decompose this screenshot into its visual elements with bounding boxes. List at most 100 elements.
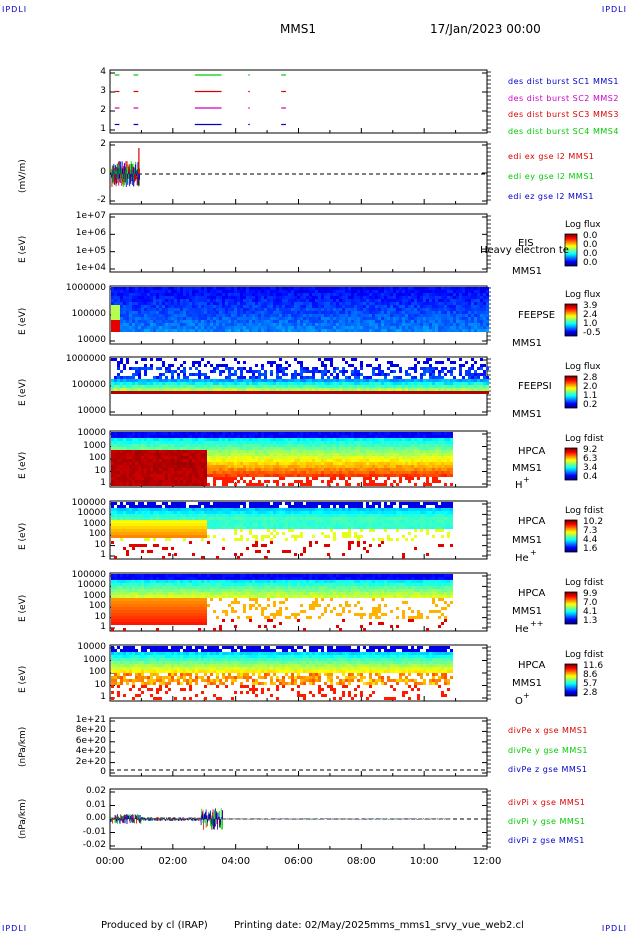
- pixel: [351, 287, 354, 290]
- pixel: [432, 314, 435, 317]
- pixel: [363, 432, 366, 435]
- pixel: [240, 376, 243, 379]
- pixel: [417, 379, 420, 382]
- pixel: [189, 317, 192, 320]
- pixel: [132, 376, 135, 379]
- pixel: [156, 290, 159, 293]
- pixel: [237, 480, 240, 483]
- pixel: [111, 432, 114, 435]
- pixel: [372, 370, 375, 373]
- pixel: [327, 435, 330, 438]
- pixel: [471, 376, 474, 379]
- pixel: [123, 432, 126, 435]
- pixel: [231, 453, 234, 456]
- pixel: [444, 329, 447, 332]
- pixel: [276, 311, 279, 314]
- pixel: [447, 391, 450, 394]
- pixel: [372, 323, 375, 326]
- pixel: [213, 293, 216, 296]
- pixel: [162, 391, 165, 394]
- pixel: [342, 456, 345, 459]
- pixel: [354, 465, 357, 468]
- pixel: [285, 432, 288, 435]
- pixel: [201, 379, 204, 382]
- pixel: [225, 376, 228, 379]
- pixel: [372, 308, 375, 311]
- pixel: [222, 302, 225, 305]
- pixel: [390, 361, 393, 364]
- pixel: [258, 471, 261, 474]
- pixel: [276, 468, 279, 471]
- pixel: [447, 320, 450, 323]
- pixel: [207, 453, 210, 456]
- pixel: [471, 379, 474, 382]
- pixel: [267, 438, 270, 441]
- pixel: [183, 305, 186, 308]
- pixel: [225, 441, 228, 444]
- pixel: [345, 382, 348, 385]
- pixel: [201, 483, 204, 486]
- pixel: [357, 373, 360, 376]
- pixel: [273, 444, 276, 447]
- pixel: [366, 432, 369, 435]
- pixel: [174, 468, 177, 471]
- pixel: [243, 314, 246, 317]
- pixel: [480, 317, 483, 320]
- pixel: [156, 382, 159, 385]
- pixel: [435, 388, 438, 391]
- pixel: [378, 483, 381, 486]
- pixel: [384, 326, 387, 329]
- pixel: [165, 370, 168, 373]
- pixel: [177, 287, 180, 290]
- pixel: [429, 326, 432, 329]
- pixel: [216, 320, 219, 323]
- pixel: [324, 287, 327, 290]
- pixel: [195, 474, 198, 477]
- pixel: [249, 311, 252, 314]
- pixel: [225, 480, 228, 483]
- pixel: [477, 382, 480, 385]
- pixel: [153, 468, 156, 471]
- pixel: [219, 326, 222, 329]
- pixel: [243, 299, 246, 302]
- pixel: [141, 453, 144, 456]
- pixel: [183, 468, 186, 471]
- pixel: [234, 459, 237, 462]
- pixel: [147, 290, 150, 293]
- pixel: [402, 296, 405, 299]
- pixel: [213, 468, 216, 471]
- pixel: [297, 329, 300, 332]
- pixel: [231, 388, 234, 391]
- pixel: [309, 435, 312, 438]
- pixel: [471, 308, 474, 311]
- pixel: [153, 456, 156, 459]
- pixel: [339, 317, 342, 320]
- pixel: [129, 441, 132, 444]
- pixel: [210, 299, 213, 302]
- pixel: [231, 471, 234, 474]
- pixel: [342, 388, 345, 391]
- pixel: [279, 385, 282, 388]
- pixel: [300, 367, 303, 370]
- pixel: [324, 456, 327, 459]
- pixel: [426, 320, 429, 323]
- pixel: [198, 305, 201, 308]
- pixel: [363, 311, 366, 314]
- pixel: [330, 373, 333, 376]
- pixel: [207, 441, 210, 444]
- pixel: [309, 483, 312, 486]
- pixel: [366, 290, 369, 293]
- pixel: [123, 444, 126, 447]
- pixel: [168, 311, 171, 314]
- pixel: [330, 480, 333, 483]
- pixel: [252, 287, 255, 290]
- pixel: [477, 299, 480, 302]
- pixel: [135, 447, 138, 450]
- pixel: [297, 287, 300, 290]
- pixel: [180, 290, 183, 293]
- pixel: [135, 450, 138, 453]
- pixel: [486, 299, 489, 302]
- pixel: [180, 388, 183, 391]
- pixel: [135, 453, 138, 456]
- pixel: [444, 385, 447, 388]
